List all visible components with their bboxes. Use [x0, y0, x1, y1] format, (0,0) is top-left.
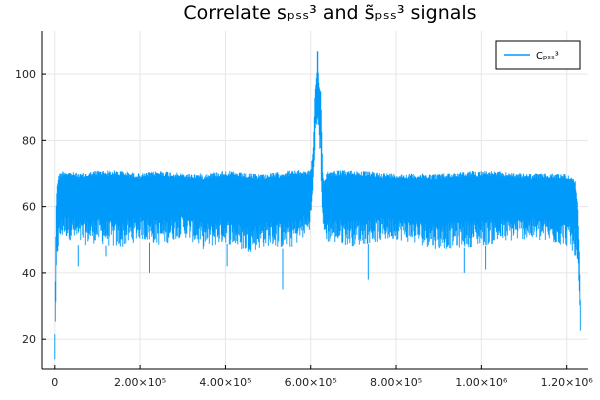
x-tick-label-0: 0 — [51, 376, 58, 389]
x-tick-label-4: 8.00×10⁵ — [370, 376, 422, 389]
y-tick-label-0: 20 — [22, 333, 36, 346]
series-0-signal — [54, 51, 581, 360]
y-tick-label-2: 60 — [22, 201, 36, 214]
x-tick-labels: 0 2.00×10⁵ 4.00×10⁵ 6.00×10⁵ 8.00×10⁵ 1.00×10… — [51, 376, 593, 389]
y-tick-label-3: 80 — [22, 134, 36, 147]
x-tick-label-3: 6.00×10⁵ — [285, 376, 337, 389]
legend: Cₚₛₛ³ — [495, 40, 581, 70]
x-tick-label-5: 1.00×10⁶ — [455, 376, 508, 389]
x-tick-label-2: 4.00×10⁵ — [199, 376, 251, 389]
legend-label-0: Cₚₛₛ³ — [536, 51, 559, 62]
y-tick-labels: 20 40 60 80 100 — [15, 68, 36, 346]
series-layer — [54, 51, 581, 360]
y-tick-label-1: 40 — [22, 267, 36, 280]
x-tick-label-6: 1.20×10⁶ — [541, 376, 594, 389]
y-tick-label-4: 100 — [15, 68, 36, 81]
chart-title: Correlate sₚₛₛ³ and s̃ₚₛₛ³ signals — [183, 2, 476, 24]
x-tick-label-1: 2.00×10⁵ — [114, 376, 166, 389]
axes — [41, 31, 588, 370]
